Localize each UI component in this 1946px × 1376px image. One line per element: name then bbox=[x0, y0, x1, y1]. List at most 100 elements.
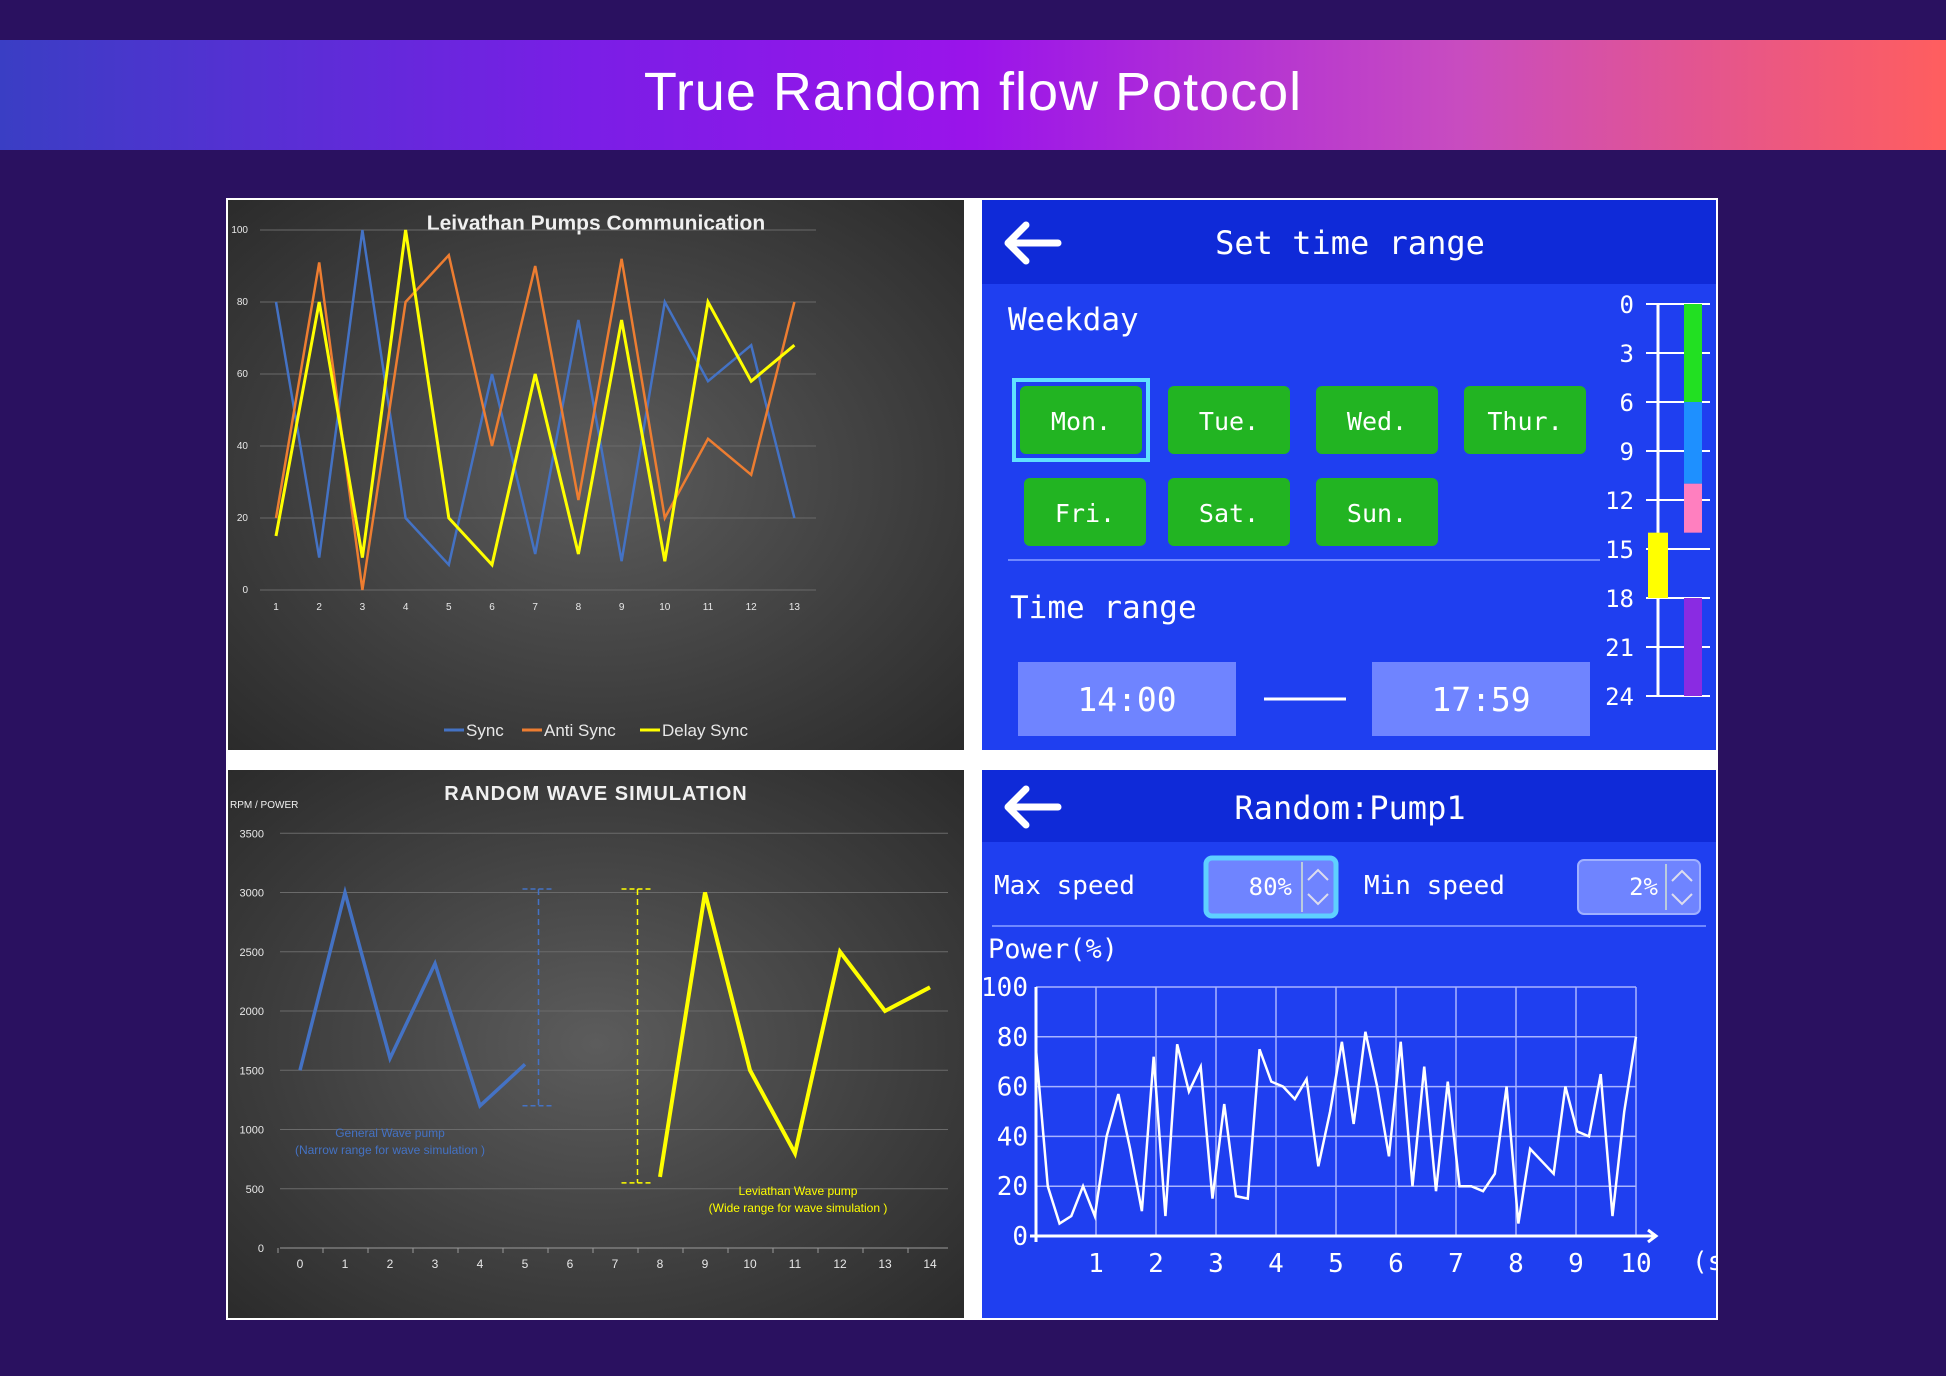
chart2-ytick-label: 2500 bbox=[240, 947, 264, 959]
stepper-arrows-icon[interactable] bbox=[1665, 864, 1693, 910]
random-pump-screen: Random:Pump1 Max speed 80% Min speed 2% bbox=[981, 770, 1739, 1318]
chart1-xtick-label: 6 bbox=[489, 602, 495, 613]
power-xtick-label: 3 bbox=[1208, 1249, 1224, 1279]
chart1-xtick-label: 2 bbox=[316, 602, 322, 613]
random-wave-chart: RANDOM WAVE SIMULATION RPM / POWER 0 500 1… bbox=[230, 783, 948, 1271]
back-arrow-icon[interactable] bbox=[1002, 782, 1062, 832]
weekday-button-tue[interactable]: Tue. bbox=[1168, 386, 1290, 454]
time-scale-label: 0 bbox=[1620, 291, 1634, 319]
set-time-range-screen: Set time range Weekday Mon. Tue. Wed. Thur.… bbox=[982, 200, 1716, 750]
time-scale-label: 6 bbox=[1620, 389, 1634, 417]
stepper-arrows-icon[interactable] bbox=[1301, 862, 1329, 912]
chart2-xtick-label: 8 bbox=[657, 1257, 664, 1271]
chart1-ytick-label: 40 bbox=[237, 441, 249, 452]
chart2-series-line bbox=[658, 892, 931, 1178]
power-xtick-label: 10 bbox=[1620, 1249, 1651, 1279]
chart1-ytick-label: 80 bbox=[237, 297, 249, 308]
weekday-button-sun[interactable]: Sun. bbox=[1316, 478, 1438, 546]
time-scale-label: 24 bbox=[1605, 683, 1634, 711]
power-xtick-label: 5 bbox=[1328, 1249, 1344, 1279]
weekday-button-thur[interactable]: Thur. bbox=[1464, 386, 1586, 454]
power-xtick-label: 9 bbox=[1568, 1249, 1584, 1279]
chart1-legend-label: Delay Sync bbox=[662, 721, 748, 740]
chart2-ytick-label: 1500 bbox=[240, 1065, 264, 1077]
power-ytick-label: 20 bbox=[997, 1172, 1028, 1202]
power-ytick-label: 0 bbox=[1012, 1222, 1028, 1252]
end-time-value: 17:59 bbox=[1431, 680, 1530, 719]
power-xtick-label: 7 bbox=[1448, 1249, 1464, 1279]
min-speed-label: Min speed bbox=[1364, 871, 1505, 901]
power-ytick-label: 80 bbox=[997, 1023, 1028, 1053]
chart2-ylabel: RPM / POWER bbox=[230, 800, 298, 811]
weekday-label-text: Tue. bbox=[1199, 407, 1259, 436]
banner-title: True Random flow Potocol bbox=[643, 62, 1303, 122]
chart1-series-line bbox=[274, 252, 796, 591]
time-scale-label: 12 bbox=[1605, 487, 1634, 515]
power-series-line bbox=[1034, 1031, 1638, 1226]
power-xtick-label: 8 bbox=[1508, 1249, 1524, 1279]
weekday-label-text: Sat. bbox=[1199, 499, 1259, 528]
chart1-legend-label: Sync bbox=[466, 721, 504, 740]
start-time-field[interactable]: 14:00 bbox=[1018, 662, 1236, 736]
chart1-xtick-label: 1 bbox=[273, 602, 279, 613]
random-wave-chart-panel: RANDOM WAVE SIMULATION RPM / POWER 0 500 1… bbox=[228, 770, 964, 1318]
chart1-xtick-label: 3 bbox=[360, 602, 366, 613]
chart2-xtick-label: 12 bbox=[833, 1257, 847, 1271]
end-time-field[interactable]: 17:59 bbox=[1372, 662, 1590, 736]
max-speed-value: 80% bbox=[1249, 873, 1293, 901]
chart2-xtick-label: 0 bbox=[297, 1257, 304, 1271]
time-screen-header bbox=[982, 200, 1716, 284]
chart2-title: RANDOM WAVE SIMULATION bbox=[444, 783, 747, 805]
time-range-label: Time range bbox=[1010, 590, 1197, 626]
chart2-annotation: (Narrow range for wave simulation ) bbox=[295, 1143, 485, 1157]
weekday-button-wed[interactable]: Wed. bbox=[1316, 386, 1438, 454]
chart1-legend-label: Anti Sync bbox=[544, 721, 616, 740]
weekday-button-sat[interactable]: Sat. bbox=[1168, 478, 1290, 546]
chart1-ytick-label: 100 bbox=[231, 225, 248, 236]
time-scale-label: 3 bbox=[1620, 340, 1634, 368]
min-speed-stepper[interactable]: 2% bbox=[1577, 859, 1701, 915]
time-scale-label: 21 bbox=[1605, 634, 1634, 662]
chart2-xtick-label: 10 bbox=[743, 1257, 757, 1271]
chart2-series-line bbox=[298, 885, 527, 1109]
chart1-ytick-label: 20 bbox=[237, 513, 249, 524]
chart2-ytick-label: 3500 bbox=[240, 828, 264, 840]
chart2-xtick-label: 5 bbox=[522, 1257, 529, 1271]
time-scale-label: 15 bbox=[1605, 536, 1634, 564]
chart1-series-line bbox=[274, 229, 796, 568]
weekday-label-text: Sun. bbox=[1347, 499, 1407, 528]
weekday-button-fri[interactable]: Fri. bbox=[1024, 478, 1146, 546]
power-ytick-label: 40 bbox=[997, 1122, 1028, 1152]
time-screen-title: Set time range bbox=[1215, 224, 1485, 262]
time-scale-segment bbox=[1684, 402, 1702, 484]
back-arrow-icon[interactable] bbox=[1002, 218, 1062, 268]
chart1-title: Leivathan Pumps Communication bbox=[427, 212, 765, 235]
seconds-unit-label: (s) bbox=[1692, 1247, 1716, 1277]
top-band bbox=[0, 0, 1946, 40]
chart2-annotation: Leviathan Wave pump bbox=[739, 1184, 858, 1198]
chart1-xtick-label: 8 bbox=[576, 602, 582, 613]
chart2-xtick-label: 7 bbox=[612, 1257, 619, 1271]
weekday-label-text: Fri. bbox=[1055, 499, 1115, 528]
time-scale-segment bbox=[1684, 483, 1702, 533]
chart2-xtick-label: 2 bbox=[387, 1257, 394, 1271]
chart1-xtick-label: 13 bbox=[789, 602, 801, 613]
chart2-xtick-label: 3 bbox=[432, 1257, 439, 1271]
chart2-ytick-label: 1000 bbox=[240, 1125, 264, 1137]
time-scale-label: 18 bbox=[1605, 585, 1634, 613]
chart2-xtick-label: 9 bbox=[702, 1257, 709, 1271]
random-screen-header bbox=[982, 770, 1716, 842]
selected-day-outline bbox=[1012, 378, 1150, 462]
chart1-series-line bbox=[274, 229, 796, 568]
power-xtick-label: 6 bbox=[1388, 1249, 1404, 1279]
chart1-xtick-label: 5 bbox=[446, 602, 452, 613]
chart1-xtick-label: 10 bbox=[659, 602, 671, 613]
min-speed-value: 2% bbox=[1629, 873, 1658, 901]
max-speed-stepper[interactable]: 80% bbox=[1203, 855, 1339, 919]
chart2-xtick-label: 1 bbox=[342, 1257, 349, 1271]
weekday-button-mon[interactable]: Mon. bbox=[1012, 378, 1150, 462]
chart1-xtick-label: 7 bbox=[532, 602, 538, 613]
chart2-xtick-label: 4 bbox=[477, 1257, 484, 1271]
chart2-xtick-label: 14 bbox=[923, 1257, 937, 1271]
power-xtick-label: 4 bbox=[1268, 1249, 1284, 1279]
